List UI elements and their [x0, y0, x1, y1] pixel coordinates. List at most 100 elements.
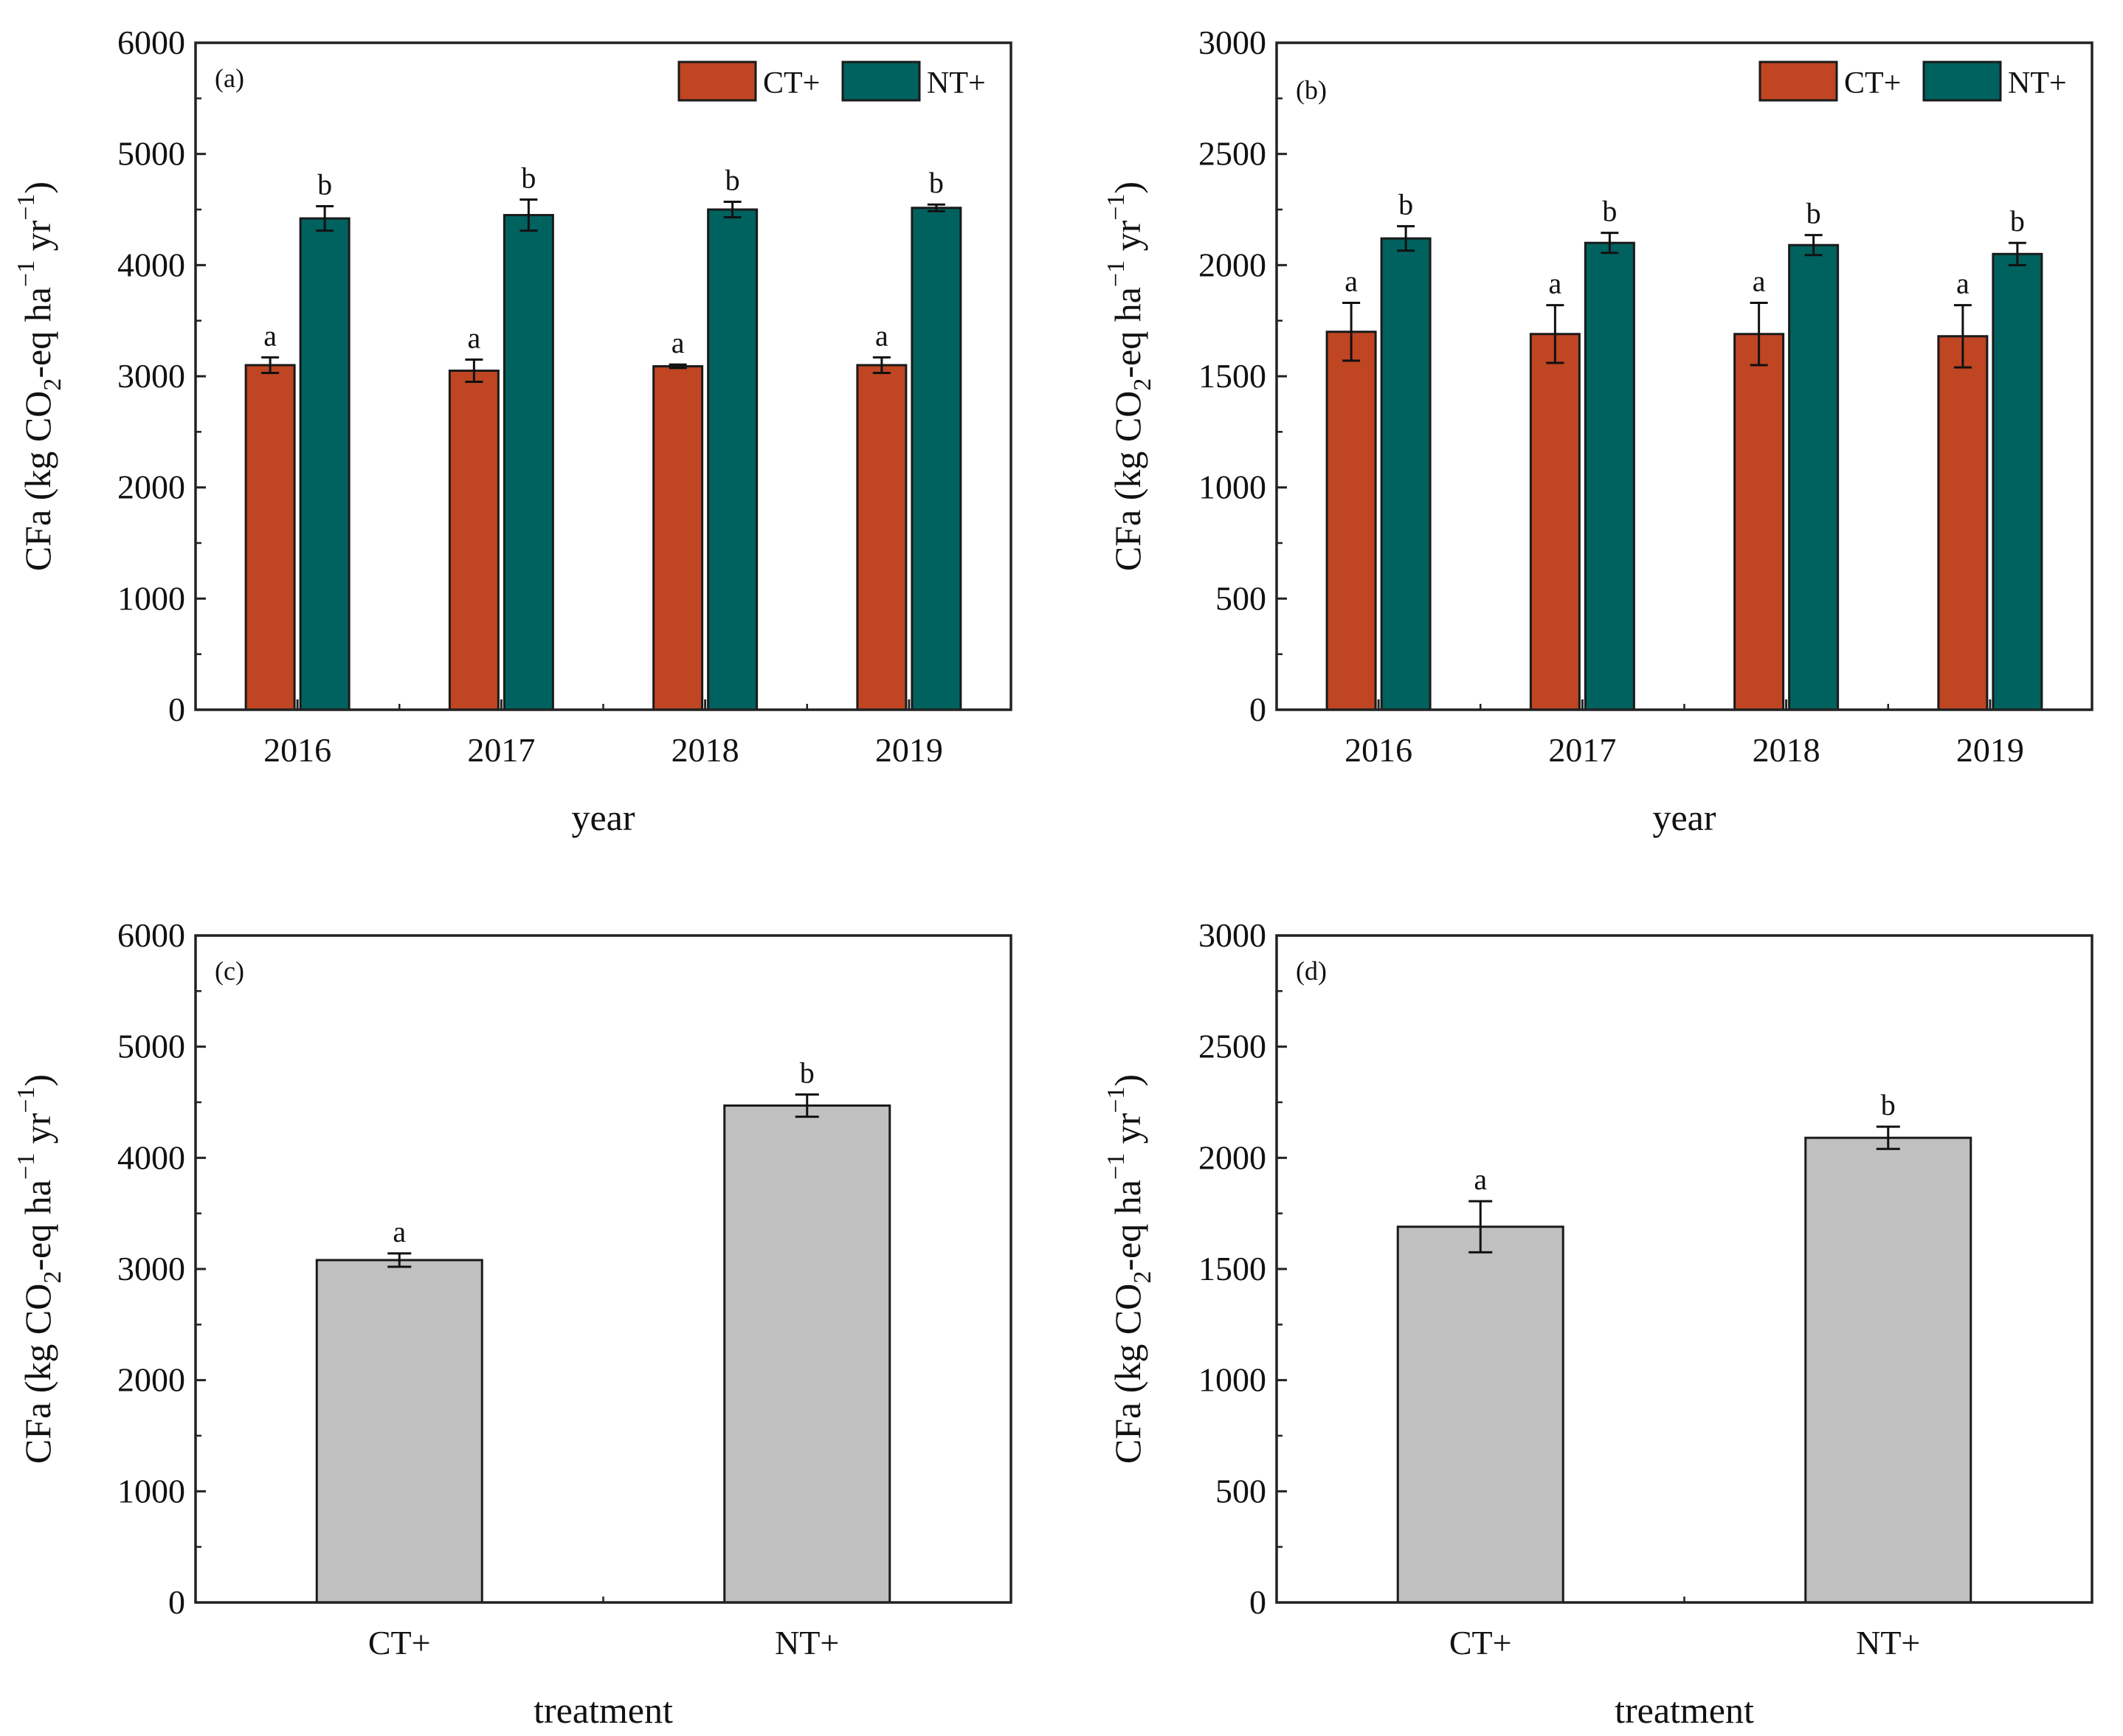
y-tick-label: 3000 [1198, 24, 1266, 61]
x-tick-label: 2016 [263, 731, 331, 769]
y-tick-label: 2000 [1198, 1138, 1266, 1176]
legend-swatch-CT [1758, 60, 1838, 102]
significance-label: b [1881, 1088, 1896, 1121]
y-axis-title-mid2: yr [17, 1113, 58, 1153]
panel-label: (b) [1296, 75, 1327, 105]
legend-label: CT+ [763, 66, 820, 100]
y-tick-label: 1000 [1198, 1361, 1266, 1399]
y-axis-title-suffix: ) [17, 181, 58, 194]
y-tick-label: 2000 [117, 468, 185, 506]
bar-NT-2018 [707, 208, 759, 711]
x-axis-title: treatment [1615, 1690, 1754, 1731]
y-tick-label: 500 [1215, 579, 1266, 617]
x-tick-label: NT+ [1856, 1624, 1920, 1661]
plot-frame [1275, 934, 2093, 1604]
y-tick-label: 1000 [117, 1472, 185, 1510]
y-tick-label: 1500 [1198, 357, 1266, 395]
x-tick-label: 2019 [1956, 731, 2024, 769]
panel-label: (a) [215, 63, 244, 93]
y-tick-label: 2000 [117, 1361, 185, 1399]
y-axis-title-sup2: −1 [1102, 1087, 1130, 1113]
y-axis-title-prefix: CFa (kg CO [1107, 391, 1148, 571]
y-axis-title-mid2: yr [17, 220, 58, 260]
y-axis-title-mid: -eq ha [17, 287, 58, 378]
significance-label: b [521, 161, 536, 194]
x-axis-title: year [1652, 797, 1716, 838]
y-axis-title-sup1: −1 [1102, 1153, 1130, 1180]
bar-NT-2016 [1380, 237, 1432, 711]
y-tick-label: 0 [1249, 1583, 1266, 1621]
y-axis-title: CFa (kg CO2-eq ha−1 yr−1) [1102, 181, 1156, 571]
y-axis-title-suffix: ) [17, 1074, 58, 1087]
y-tick-label: 1500 [1198, 1250, 1266, 1287]
legend-label: NT+ [2008, 66, 2067, 100]
bar-CT-2018 [652, 364, 704, 711]
bar-treatment-NT+ [1804, 1136, 1972, 1604]
y-tick-label: 5000 [117, 1028, 185, 1065]
y-axis-title-suffix: ) [1107, 1074, 1148, 1087]
bar-NT-2017 [503, 214, 554, 711]
y-tick-label: 0 [168, 691, 185, 728]
chart-panel-c: 0 1000 2000 3000 4000 5000 6000 CT+ NT+ a b (c) trea… [13, 916, 1012, 1731]
bar-CT-2017 [1529, 333, 1581, 711]
legend-swatch-NT [841, 60, 921, 102]
bar-treatment-NT+ [723, 1104, 891, 1604]
y-axis-title: CFa (kg CO2-eq ha−1 yr−1) [13, 1074, 66, 1464]
significance-label: b [725, 163, 740, 196]
y-axis-title-sub: 2 [1129, 1271, 1156, 1284]
y-tick-label: 3000 [117, 357, 185, 395]
plot-frame [1275, 41, 2093, 711]
plot-frame [194, 934, 1012, 1604]
significance-label: a [467, 321, 480, 354]
y-tick-label: 6000 [117, 916, 185, 954]
y-axis-title-sub: 2 [39, 1271, 66, 1284]
x-tick-label: CT+ [368, 1624, 431, 1661]
significance-label: a [1548, 267, 1561, 300]
y-tick-label: 500 [1215, 1472, 1266, 1510]
x-axis-title: treatment [534, 1690, 673, 1731]
y-tick-label: 1000 [1198, 468, 1266, 506]
y-tick-label: 3000 [117, 1250, 185, 1287]
bar-NT-2017 [1584, 241, 1635, 711]
significance-label: a [1956, 267, 1970, 300]
y-tick-label: 6000 [117, 24, 185, 61]
x-tick-label: 2018 [1753, 731, 1820, 769]
y-axis-title-prefix: CFa (kg CO [17, 1284, 58, 1464]
y-axis-title-suffix: ) [1107, 181, 1148, 194]
significance-label: a [875, 319, 888, 352]
bar-CT-2019 [1937, 335, 1989, 711]
x-tick-label: NT+ [775, 1624, 839, 1661]
y-axis-title-prefix: CFa (kg CO [1107, 1284, 1148, 1464]
y-axis-title: CFa (kg CO2-eq ha−1 yr−1) [1102, 1074, 1156, 1464]
bar-NT-2016 [299, 217, 351, 711]
y-axis-title-mid2: yr [1107, 220, 1148, 260]
significance-label: b [2010, 204, 2025, 238]
y-tick-label: 4000 [117, 1138, 185, 1176]
x-tick-label: 2017 [1548, 731, 1616, 769]
y-tick-label: 2500 [1198, 135, 1266, 173]
bar-CT-2018 [1733, 333, 1785, 711]
y-tick-label: 0 [168, 1583, 185, 1621]
x-tick-label: 2017 [467, 731, 535, 769]
significance-label: b [800, 1056, 815, 1089]
significance-label: b [1398, 188, 1413, 221]
significance-label: b [317, 167, 332, 201]
x-tick-label: CT+ [1449, 1624, 1512, 1661]
legend-swatch-NT [1922, 60, 2002, 102]
bar-treatment-CT+ [1396, 1225, 1564, 1604]
y-axis-title-sup1: −1 [1102, 260, 1130, 287]
chart-panel-a: 0 1000 2000 3000 4000 5000 6000 2016 2017 2018 201… [13, 24, 1012, 838]
panel-label: (d) [1296, 956, 1327, 986]
legend-swatch-CT [677, 60, 757, 102]
y-tick-label: 2500 [1198, 1028, 1266, 1065]
bar-treatment-CT+ [315, 1259, 483, 1604]
y-axis-title-mid: -eq ha [17, 1180, 58, 1271]
bar-CT-2019 [856, 364, 908, 711]
significance-label: a [1474, 1163, 1487, 1196]
y-axis-title-sup2: −1 [13, 194, 40, 221]
y-tick-label: 2000 [1198, 246, 1266, 283]
x-axis-title: year [571, 797, 635, 838]
plot-frame [194, 41, 1012, 711]
y-tick-label: 5000 [117, 135, 185, 173]
